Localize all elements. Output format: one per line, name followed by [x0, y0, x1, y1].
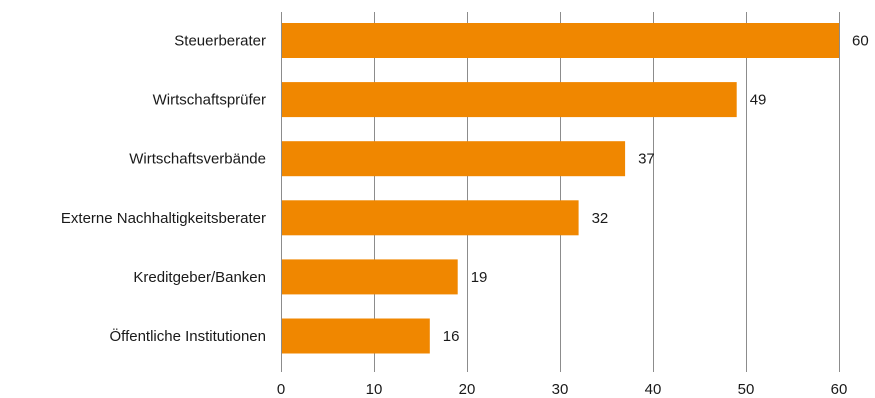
bar-2	[282, 82, 737, 118]
value-labels: 60 49 37 32 19 16	[443, 33, 869, 346]
category-label-5: Kreditgeber/Banken	[133, 269, 266, 286]
value-label-6: 16	[443, 328, 460, 345]
gridlines	[281, 12, 840, 372]
value-label-2: 49	[750, 92, 767, 109]
bar-1	[282, 23, 839, 58]
category-label-2: Wirtschaftsprüfer	[153, 92, 266, 109]
category-label-4: Externe Nachhaltigkeitsberater	[61, 210, 266, 227]
x-tick-label-30: 30	[552, 381, 569, 398]
x-tick-label-40: 40	[645, 381, 662, 398]
category-label-3: Wirtschaftsverbände	[129, 151, 266, 168]
x-tick-label-0: 0	[277, 381, 285, 398]
category-label-1: Steuerberater	[174, 33, 266, 50]
value-label-5: 19	[471, 269, 488, 286]
x-tick-label-50: 50	[738, 381, 755, 398]
category-labels: Steuerberater Wirtschaftsprüfer Wirtschaft…	[61, 33, 266, 346]
value-label-4: 32	[592, 210, 609, 227]
category-label-6: Öffentliche Institutionen	[110, 327, 267, 345]
x-axis-tick-labels: 0 10 20 30 40 50 60	[277, 381, 848, 398]
value-label-3: 37	[638, 151, 655, 168]
x-tick-label-10: 10	[366, 381, 383, 398]
bar-5	[282, 259, 458, 295]
bars	[282, 23, 839, 354]
x-tick-label-20: 20	[459, 381, 476, 398]
x-tick-label-60: 60	[831, 381, 848, 398]
bar-4	[282, 200, 579, 236]
bar-3	[282, 141, 626, 177]
value-label-1: 60	[852, 33, 869, 50]
bar-6	[282, 318, 430, 354]
